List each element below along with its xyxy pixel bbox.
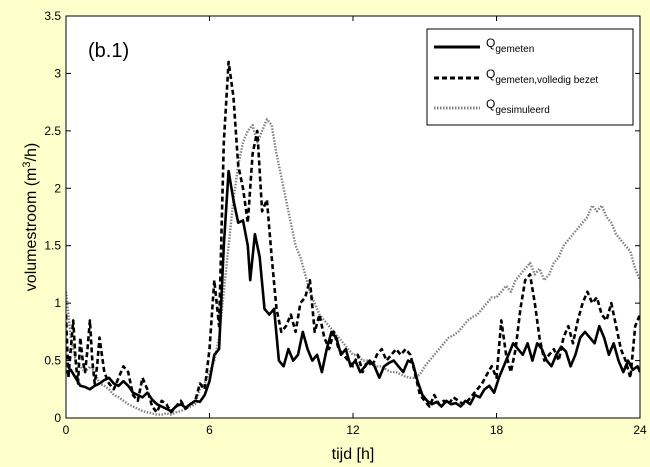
y-tick-label: 0 [54,411,61,425]
y-tick-label: 0.5 [44,354,61,368]
y-axis-label-main: volumestroom (m [23,168,40,292]
x-tick-label: 6 [206,423,213,437]
legend-label-volledig: Qgemeten,volledig bezet [486,67,598,86]
ticks-layer: 0 6 12 18 24 0 0.5 1 1.5 2 2.5 3 3.5 [44,9,647,437]
y-tick-label: 3 [54,66,61,80]
series-line-gemeten-volledig-bezet [66,60,640,414]
series-layer [66,60,640,416]
series-line-gesimuleerd [66,118,640,416]
y-tick-label: 2 [54,181,61,195]
chart-annotation: (b.1) [88,40,129,62]
y-axis-label-sup: 3 [21,161,33,167]
x-tick-label: 0 [63,423,70,437]
y-tick-label: 1.5 [44,239,61,253]
legend-label-gemeten: Qgemeten [486,36,534,55]
y-axis-label: volumestroom (m3/h) [21,143,40,291]
legend: Qgemeten Qgemeten,volledig bezet Qgesimu… [426,28,634,126]
x-axis-label: tijd [h] [332,446,375,463]
x-tick-label: 12 [346,423,360,437]
y-axis-label-end: /h) [23,143,40,162]
y-tick-label: 3.5 [44,9,61,23]
y-tick-label: 2.5 [44,124,61,138]
legend-label-gesimuleerd: Qgesimuleerd [486,97,550,116]
x-tick-label: 24 [633,423,647,437]
x-tick-label: 18 [490,423,504,437]
y-tick-label: 1 [54,296,61,310]
